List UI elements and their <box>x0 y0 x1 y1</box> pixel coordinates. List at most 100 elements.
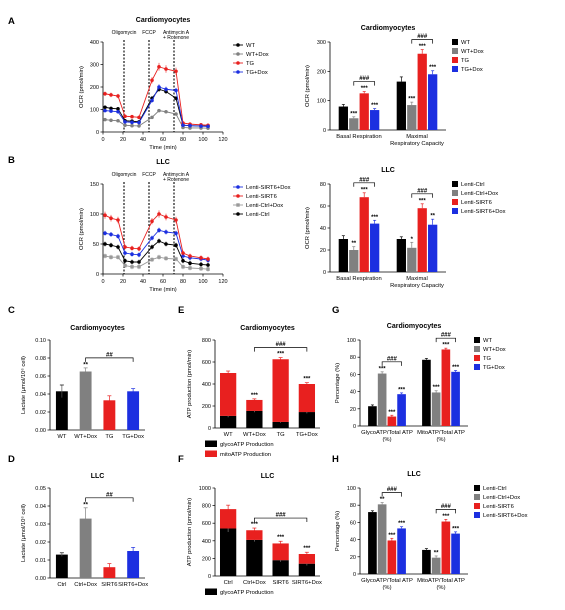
x-tick-label: 80 <box>180 137 186 143</box>
chart-title: LLC <box>156 159 170 166</box>
x-tick-label: 0 <box>101 137 104 143</box>
bar <box>422 359 431 426</box>
x-category-label: TG <box>105 434 114 440</box>
bar <box>349 118 359 130</box>
x-tick-label: 100 <box>198 137 207 143</box>
bar <box>422 549 431 574</box>
comparison-bracket <box>381 361 402 366</box>
significance-mark: *** <box>371 103 379 109</box>
y-tick-label: 60 <box>350 520 356 526</box>
legend-swatch <box>452 48 458 54</box>
comparison-bracket <box>85 357 134 362</box>
bar <box>431 557 441 574</box>
data-point <box>174 88 178 93</box>
y-tick-label: 200 <box>202 404 211 410</box>
legend-label: Lenti-SIRT6 <box>483 504 514 510</box>
data-point <box>164 256 168 261</box>
legend-marker <box>236 185 240 189</box>
legend-swatch <box>474 346 480 352</box>
data-point <box>181 265 185 269</box>
data-point <box>174 218 178 222</box>
data-point <box>130 120 134 125</box>
data-point <box>137 247 141 251</box>
injection-label: + Rotenone <box>163 177 189 183</box>
data-point <box>123 259 127 263</box>
comparison-bracket <box>435 337 456 343</box>
legend-label: Lenti-SIRT6+Dox <box>461 209 506 215</box>
y-tick-label: 50 <box>93 242 99 248</box>
legend-label: Lenti-Ctrl <box>483 486 507 492</box>
series-lenti-ctrl-dox <box>103 253 210 272</box>
bar <box>377 373 387 426</box>
data-point <box>103 213 107 217</box>
injection-label: Antimycin A <box>163 30 190 36</box>
bar <box>407 247 417 272</box>
data-point <box>130 246 134 250</box>
legend-swatch <box>474 512 480 518</box>
data-point <box>116 109 120 114</box>
data-point <box>123 120 127 124</box>
legend-swatch <box>474 355 480 361</box>
injection-label: Antimycin A <box>163 172 190 178</box>
bar <box>55 391 68 430</box>
data-point <box>199 262 203 267</box>
legend-swatch <box>474 364 480 370</box>
data-point <box>206 124 210 129</box>
legend-marker <box>236 52 240 56</box>
x-category-label: WT <box>224 432 233 438</box>
y-tick-label: 0 <box>96 272 99 278</box>
chart-c: Cardiomyocytes 0.00 0.02 0.04 0.06 0.08 0.10 La… <box>20 325 145 440</box>
y-tick-label: 0.08 <box>35 356 46 362</box>
data-point <box>181 259 185 263</box>
x-tick-label: 40 <box>140 279 146 285</box>
legend-swatch <box>474 337 480 343</box>
data-point <box>174 96 178 101</box>
data-point <box>109 106 113 111</box>
x-category-label: Basal Respiration <box>336 134 381 140</box>
data-point <box>116 218 120 222</box>
y-axis-label: Lactate (μmol/10⁶ cell) <box>20 356 27 414</box>
legend-label: Lenti-SIRT6 <box>246 194 277 200</box>
legend-label: glycoATP Production <box>220 590 274 596</box>
x-category-label: MitoATP/Total ATP (%) <box>417 578 465 591</box>
legend-swatch <box>474 494 480 500</box>
legend-label: Lenti-Ctrl <box>461 182 485 188</box>
x-category-label: GlycoATP/Total ATP (%) <box>361 578 413 591</box>
data-point <box>137 120 141 125</box>
y-tick-label: 20 <box>320 248 326 254</box>
bar-segment <box>272 543 289 561</box>
data-point <box>157 239 161 243</box>
significance-mark: *** <box>251 393 259 399</box>
y-tick-label: 400 <box>202 539 211 545</box>
legend-label: Lenti-Ctrl <box>246 212 270 218</box>
x-tick-label: 20 <box>120 279 126 285</box>
data-point <box>103 108 107 113</box>
y-tick-label: 80 <box>350 503 356 509</box>
legend-label: TG <box>483 356 492 362</box>
significance-mark: ** <box>83 502 88 508</box>
chart-title: LLC <box>91 473 105 480</box>
data-point <box>130 252 134 256</box>
y-axis-label: OCR (pmol/min) <box>79 208 85 250</box>
chart-title: LLC <box>261 473 275 480</box>
y-tick-label: 400 <box>90 40 99 46</box>
x-tick-label: 120 <box>218 137 227 143</box>
x-category-label: Basal Respiration <box>336 276 381 282</box>
significance-mark: ** <box>430 214 435 220</box>
legend-label: WT <box>483 338 492 344</box>
bar <box>338 239 348 272</box>
panel-letter-c: C <box>8 305 15 316</box>
legend-label: Lenti-SIRT6+Dox <box>483 513 528 519</box>
data-point <box>164 87 168 92</box>
significance-mark: *** <box>442 514 450 520</box>
bar <box>387 540 397 574</box>
legend-marker <box>236 61 240 65</box>
data-point <box>174 231 178 235</box>
data-point <box>130 114 134 119</box>
y-tick-label: 0 <box>353 572 356 578</box>
legend-swatch <box>474 485 480 491</box>
significance-mark: *** <box>277 352 285 358</box>
bar-segment <box>246 410 263 428</box>
significance-mark: *** <box>350 111 358 117</box>
